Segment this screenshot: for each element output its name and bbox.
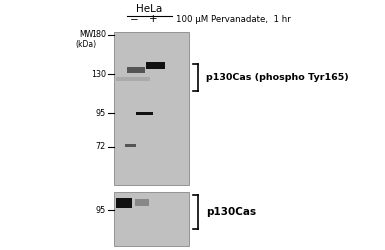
Text: 95: 95: [95, 109, 106, 118]
FancyBboxPatch shape: [135, 200, 149, 205]
Text: −: −: [130, 15, 139, 25]
FancyBboxPatch shape: [116, 198, 132, 208]
Text: HeLa: HeLa: [136, 4, 163, 14]
Text: p130Cas: p130Cas: [206, 207, 256, 217]
Text: 72: 72: [95, 142, 106, 151]
FancyBboxPatch shape: [116, 77, 150, 82]
FancyBboxPatch shape: [146, 62, 165, 69]
Text: 130: 130: [91, 70, 106, 78]
FancyBboxPatch shape: [136, 112, 153, 115]
FancyBboxPatch shape: [114, 32, 189, 185]
FancyBboxPatch shape: [127, 68, 145, 73]
Text: p130Cas (phospho Tyr165): p130Cas (phospho Tyr165): [206, 73, 349, 82]
Text: 95: 95: [95, 206, 106, 215]
Text: +: +: [149, 14, 158, 24]
FancyBboxPatch shape: [125, 144, 136, 146]
Text: 100 μM Pervanadate,  1 hr: 100 μM Pervanadate, 1 hr: [176, 15, 291, 24]
Text: 180: 180: [91, 30, 106, 39]
Text: MW
(kDa): MW (kDa): [75, 30, 96, 49]
FancyBboxPatch shape: [114, 192, 189, 246]
